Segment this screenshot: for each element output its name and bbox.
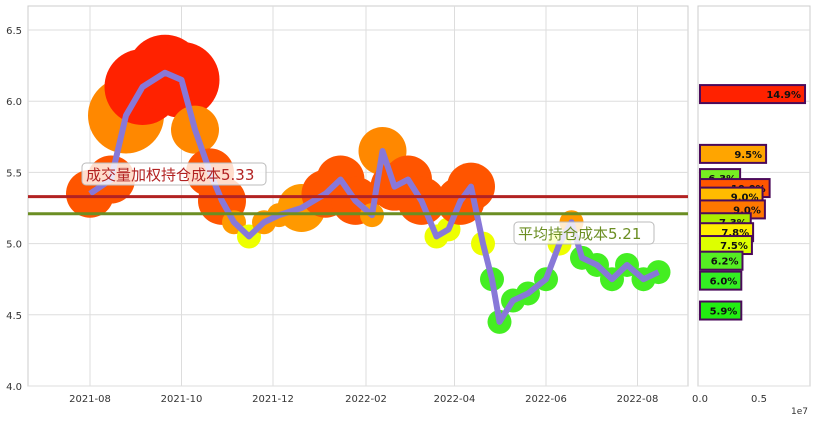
volume-bar: [699, 84, 807, 105]
bar-data-label: 9.0%: [733, 205, 761, 216]
bar-data-label: 9.5%: [734, 150, 762, 161]
bar-data-label: 5.9%: [710, 307, 738, 318]
y-tick-label: 5.5: [6, 168, 22, 179]
y-tick-label: 4.0: [6, 382, 22, 393]
bar-data-label: 7.5%: [720, 241, 748, 252]
x-tick-label: 2021-08: [69, 394, 111, 405]
x-tick-label: 2022-08: [617, 394, 659, 405]
bar-data-label: 6.0%: [710, 277, 738, 288]
bar-data-label: 14.9%: [766, 90, 801, 101]
volume-bar: [699, 143, 768, 164]
volume-bar: [699, 300, 743, 321]
x-tick-label: 2021-12: [252, 394, 294, 405]
bar-x-tick-label: 0.5: [751, 394, 767, 405]
x-tick-label: 2022-02: [345, 394, 387, 405]
bar-data-label: 9.0%: [731, 193, 759, 204]
bar-x-offset-label: 1e7: [791, 407, 808, 417]
bar-data-label: 7.8%: [721, 228, 749, 239]
x-tick-label: 2021-10: [161, 394, 203, 405]
y-tick-label: 4.5: [6, 311, 22, 322]
cost-label: 成交量加权持仓成本5.33: [86, 166, 254, 184]
bar-x-tick-label: 0.0: [692, 394, 708, 405]
y-tick-label: 5.0: [6, 240, 22, 251]
volume-bar: [699, 270, 743, 291]
y-tick-label: 6.0: [6, 97, 22, 108]
y-tick-label: 6.5: [6, 26, 22, 37]
x-tick-label: 2022-04: [434, 394, 476, 405]
volume-bar: [699, 250, 744, 271]
cost-label: 平均持仓成本5.21: [518, 225, 641, 243]
x-tick-label: 2022-06: [525, 394, 567, 405]
bar-data-label: 6.2%: [711, 257, 739, 268]
cost-label-box: [81, 162, 267, 186]
cost-label-box: [513, 221, 655, 245]
